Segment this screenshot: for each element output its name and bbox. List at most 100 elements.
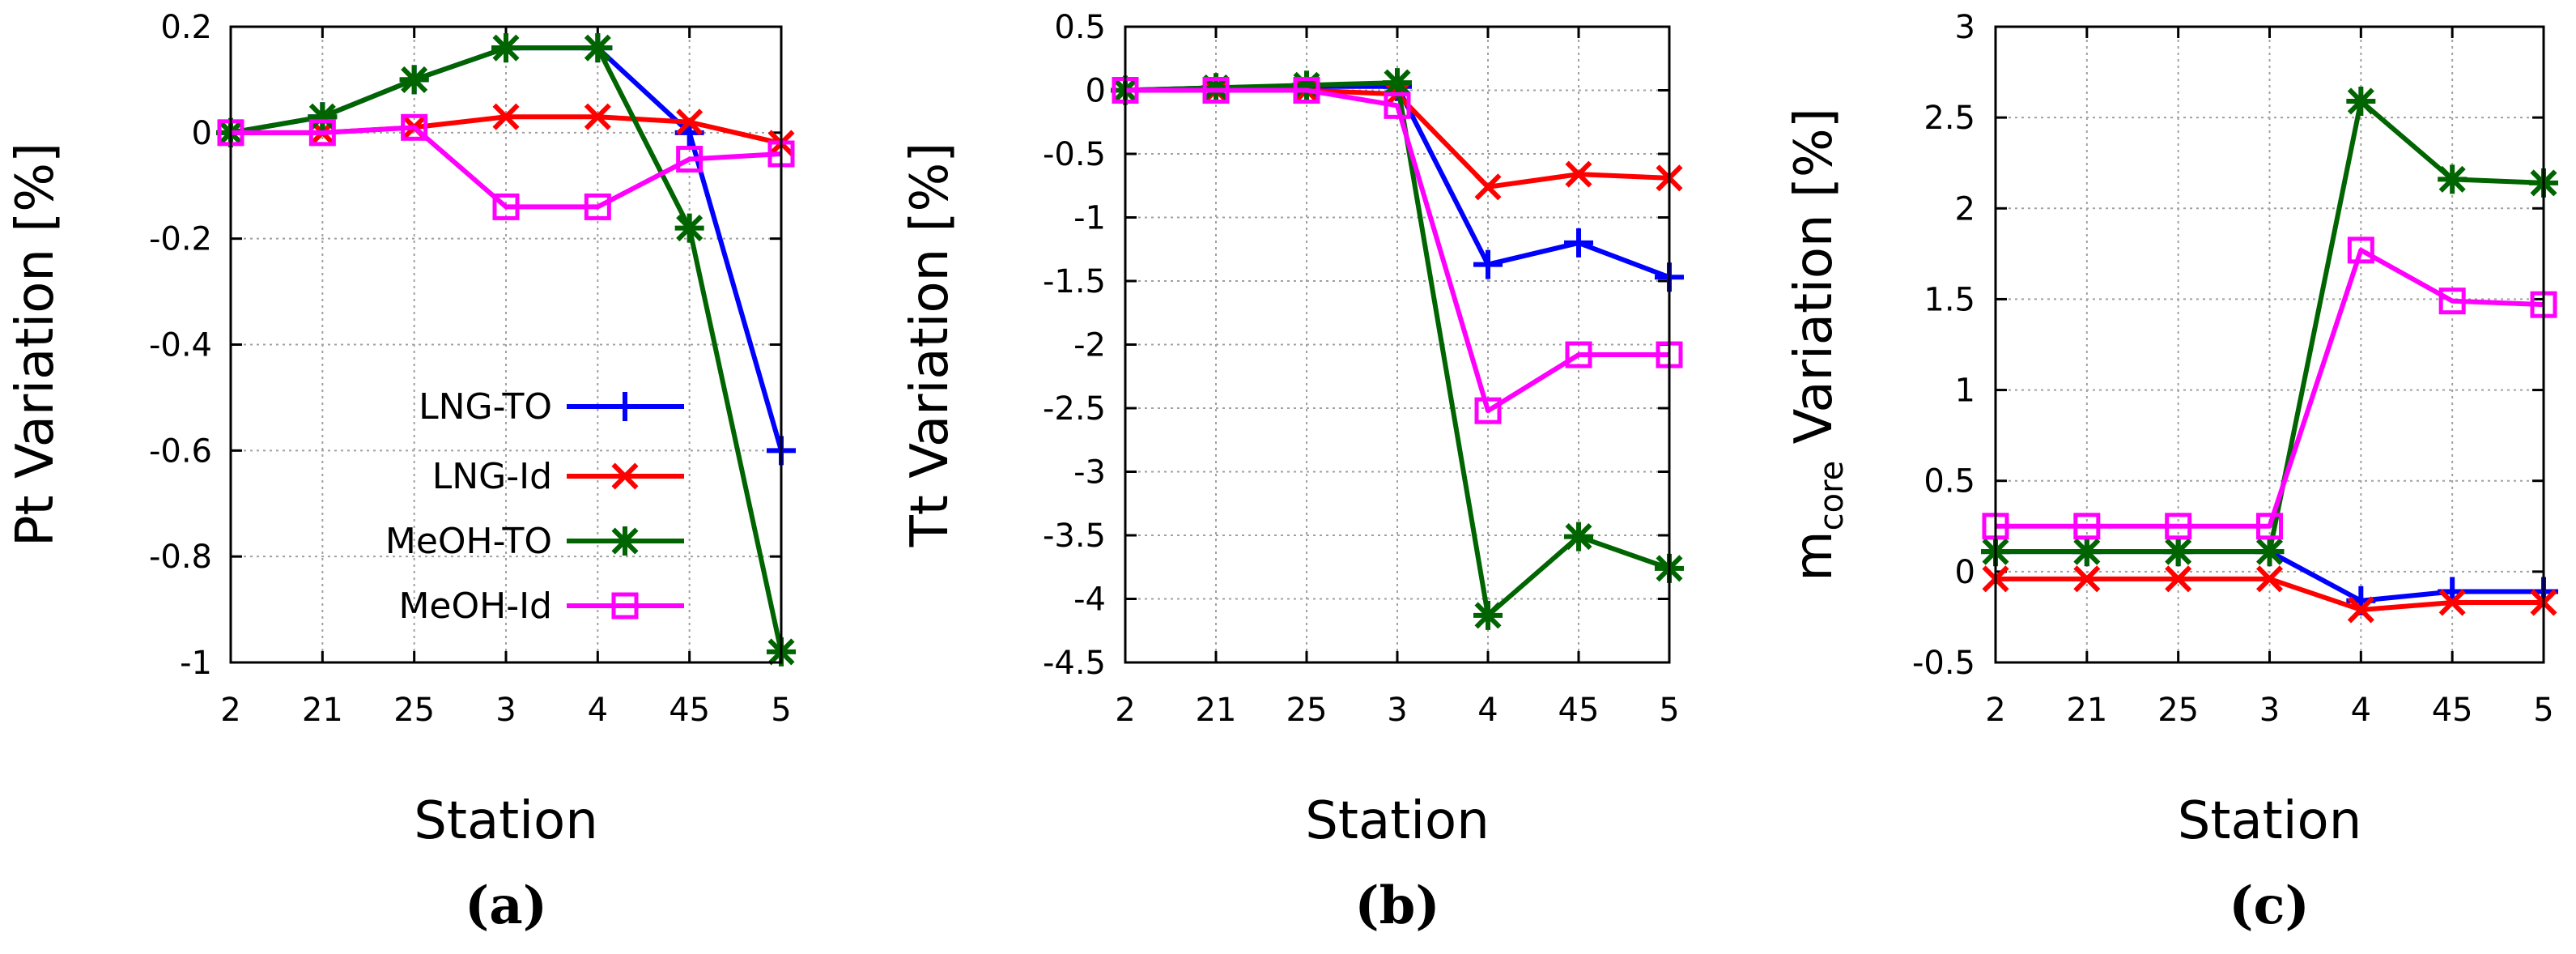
x-tick-label: 5	[1659, 692, 1679, 729]
y-tick-label: -0.8	[149, 539, 212, 576]
data-point-meoh-to	[1564, 522, 1593, 552]
panel-label: (c)	[2229, 875, 2310, 936]
data-point-meoh-id	[584, 193, 611, 220]
data-point-meoh-id	[2438, 287, 2466, 315]
y-axis-title: Pt Variation [%]	[6, 143, 66, 547]
data-point-meoh-to	[2346, 86, 2376, 116]
y-axis-title-rest: Variation [%]	[1784, 108, 1844, 460]
series-line-meoh-id	[1125, 87, 1669, 414]
series-line-meoh-id	[1996, 247, 2544, 529]
x-tick-label: 3	[495, 692, 516, 729]
x-axis-title: Station	[414, 791, 598, 851]
data-point-lng-id	[584, 103, 611, 130]
legend-marker-lng-to	[610, 392, 640, 421]
y-tick-label: -2	[1073, 327, 1106, 364]
data-point-meoh-id	[2073, 513, 2101, 540]
y-axis-title-subscript: core	[1813, 461, 1851, 531]
data-point-meoh-id	[1202, 77, 1230, 104]
y-tick-label: -0.2	[149, 221, 212, 258]
y-tick-label: -4	[1073, 581, 1106, 619]
legend-marker-meoh-id	[611, 592, 639, 620]
data-point-lng-id	[676, 109, 704, 136]
y-tick-label: 0.5	[1054, 9, 1106, 46]
data-point-meoh-id	[2165, 513, 2192, 540]
data-point-meoh-to	[674, 213, 704, 243]
data-point-meoh-to	[491, 33, 521, 63]
plot-frame	[1994, 25, 2545, 664]
x-tick-label: 21	[302, 692, 343, 729]
x-tick-label: 3	[2259, 692, 2280, 729]
x-tick-label: 5	[771, 692, 791, 729]
data-point-meoh-to	[2072, 537, 2102, 567]
data-point-meoh-id	[1474, 397, 1502, 424]
data-point-meoh-to	[2438, 164, 2468, 194]
y-tick-label: 2	[1955, 190, 1975, 228]
data-point-meoh-to	[1292, 70, 1321, 100]
data-point-meoh-id	[1565, 341, 1592, 368]
x-tick-label: 25	[393, 692, 435, 729]
y-tick-label: -3.5	[1043, 517, 1106, 555]
y-tick-label: 2.5	[1923, 100, 1975, 137]
x-tick-label: 2	[1985, 692, 2005, 729]
data-point-meoh-id	[676, 146, 704, 173]
x-tick-label: 45	[669, 692, 710, 729]
x-tick-label: 3	[1387, 692, 1407, 729]
chart-panel-3: -0.5 0 0.5 1 1.5 2 2.5 3 2 21 25 3 4 45 5 Station mcore …	[1784, 9, 2558, 936]
data-point-lng-id	[2255, 565, 2284, 593]
x-tick-label: 5	[2533, 692, 2553, 729]
x-tick-label: 45	[2432, 692, 2473, 729]
chart-panel-1: -1 -0.8 -0.6 -0.4 -0.2 0 0.2 2 21 25 3 4 45 5 Station P…	[6, 9, 796, 936]
data-point-meoh-to	[308, 102, 338, 132]
x-tick-label: 2	[220, 692, 240, 729]
plot-frame	[1124, 25, 1671, 664]
x-tick-label: 25	[1286, 692, 1328, 729]
data-point-lng-id	[492, 103, 520, 130]
series-line-meoh-id	[231, 125, 782, 210]
legend-marker-meoh-to	[610, 526, 640, 556]
y-tick-label: -0.6	[149, 432, 212, 470]
y-tick-label: -2.5	[1043, 390, 1106, 428]
y-tick-label: -1	[1073, 200, 1106, 237]
data-point-lng-to	[1564, 228, 1593, 258]
x-tick-label: 25	[2157, 692, 2199, 729]
x-axis-title: Station	[2178, 791, 2362, 851]
y-tick-label: 0	[1086, 73, 1106, 110]
x-tick-label: 21	[1196, 692, 1237, 729]
data-point-meoh-to	[2163, 537, 2193, 567]
y-tick-label: -0.4	[149, 327, 212, 364]
data-point-lng-to	[1473, 249, 1503, 279]
y-tick-label: -1.5	[1043, 263, 1106, 300]
data-point-lng-id	[1474, 173, 1502, 201]
y-tick-label: -1	[180, 645, 212, 682]
x-tick-label: 4	[1477, 692, 1498, 729]
chart-panel-2: -4.5 -4 -3.5 -3 -2.5 -2 -1.5 -1 -0.5 0 0.5 2 21 25 3 4 4…	[900, 9, 1684, 936]
data-point-meoh-id	[1293, 77, 1320, 104]
y-tick-label: 0	[192, 115, 212, 152]
x-tick-label: 45	[1558, 692, 1600, 729]
panel-label: (a)	[465, 875, 547, 936]
data-point-meoh-to	[399, 65, 429, 95]
data-point-lng-id	[2438, 589, 2466, 616]
x-axis-title: Station	[1305, 791, 1490, 851]
x-tick-label: 4	[588, 692, 608, 729]
legend-marker-lng-id	[611, 462, 639, 490]
data-point-meoh-id	[2347, 236, 2374, 264]
y-axis-title: Tt Variation [%]	[900, 143, 960, 548]
y-axis-title: mcore Variation [%]	[1784, 108, 1851, 581]
data-point-meoh-to	[1473, 600, 1503, 630]
y-axis-title-main: m	[1784, 530, 1844, 581]
x-tick-label: 4	[2351, 692, 2371, 729]
data-point-lng-id	[2165, 565, 2192, 593]
legend-label-lng-id: LNG-Id	[432, 456, 552, 497]
legend-label-meoh-to: MeOH-TO	[385, 521, 552, 562]
data-point-meoh-id	[1384, 92, 1411, 119]
data-point-lng-id	[2347, 596, 2374, 624]
data-point-meoh-id	[492, 193, 520, 220]
y-tick-label: -4.5	[1043, 645, 1106, 682]
legend-label-meoh-id: MeOH-Id	[398, 586, 552, 627]
plot-frame	[229, 25, 783, 664]
y-tick-label: -0.5	[1912, 645, 1975, 682]
data-point-lng-id	[2073, 565, 2101, 593]
y-tick-label: 3	[1955, 9, 1975, 46]
